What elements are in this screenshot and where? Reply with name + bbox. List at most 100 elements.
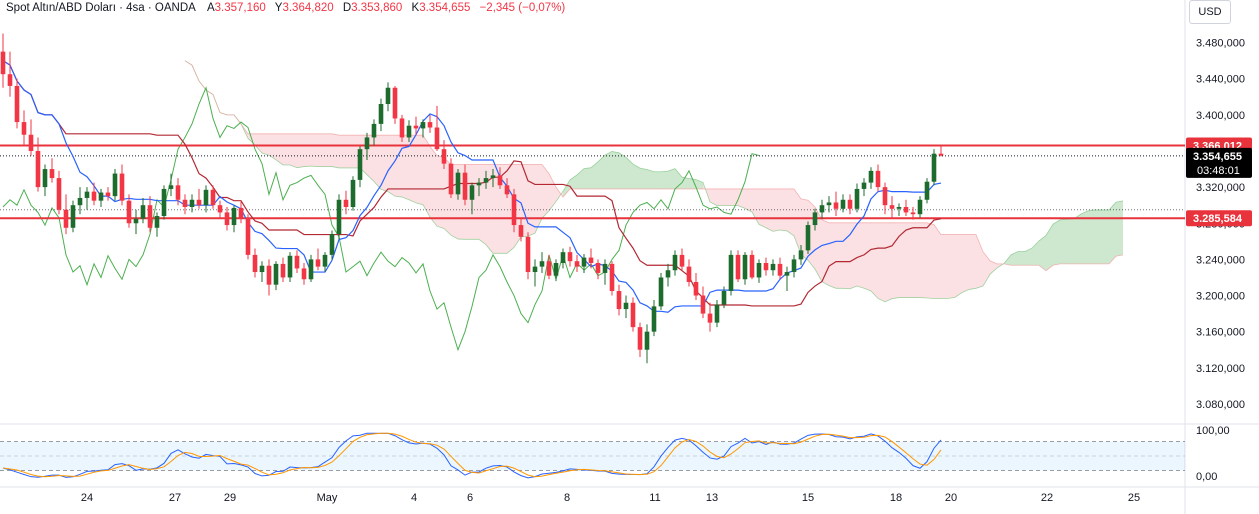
cloud-segment [955,234,962,298]
candle-body [840,199,846,209]
candle-body [532,266,538,273]
cloud-segment [605,151,612,189]
cloud-segment [297,133,304,168]
y-tick-label: 3.480,000 [1196,38,1245,50]
candle-body [343,199,349,207]
currency-selector[interactable]: USD [1189,0,1231,24]
candle-body [602,263,608,273]
candle-body [441,149,447,164]
candle-body [637,327,643,350]
cloud-segment [927,222,934,299]
cloud-segment [710,188,717,206]
cloud-segment [689,178,696,189]
cloud-segment [339,135,346,168]
cloud-segment [682,177,689,189]
cloud-segment [850,222,857,289]
candle-body [14,85,20,123]
candle-body [273,263,279,285]
candle-body [252,254,258,273]
y-tick-label: 3.120,000 [1196,363,1245,375]
cloud-segment [822,219,829,286]
cloud-segment [668,168,675,189]
candle-body [518,225,524,237]
cloud-segment [794,188,801,255]
candle-body [693,281,699,296]
candle-body [168,185,174,189]
candle-body [350,179,356,207]
change-value: −2,345 (−0,07%) [479,2,566,14]
candle-body [924,181,930,200]
candle-body [399,118,405,138]
x-tick-label: 6 [467,492,473,504]
y-tick-label: 3.320,000 [1196,182,1245,194]
cloud-segment [563,179,570,198]
cloud-segment [262,133,269,156]
candle-body [665,270,671,278]
cloud-segment [416,135,423,205]
candle-body [700,295,706,314]
candle-body [210,189,216,206]
cloud-segment [472,164,479,240]
candle-body [672,254,678,271]
cloud-segment [1025,248,1032,266]
cloud-segment [759,188,766,228]
candle-body [623,302,629,310]
candle-body [854,188,860,209]
x-tick-label: 22 [1041,492,1053,504]
cloud-segment [318,133,325,167]
candle-body [686,266,692,282]
candle-body [476,182,482,186]
candle-body [154,216,160,228]
x-tick-label: 18 [890,492,902,504]
candle-body [742,254,748,280]
candle-body [504,185,510,195]
candle-body [182,199,188,207]
candle-body [42,169,48,188]
candle-body [784,272,790,276]
x-tick-label: 11 [649,492,660,504]
candle-body [735,254,741,280]
cloud-segment [486,164,493,254]
candle-countdown-label: 03:48:01 [1197,165,1240,177]
cloud-segment [269,133,276,160]
candle-body [70,205,76,228]
candle-body [315,259,321,267]
symbol-label: Spot Altın/ABD Doları · 4sa · OANDA [6,2,196,14]
cloud-segment [787,188,794,236]
candle-body [714,304,720,323]
cloud-segment [423,135,430,218]
candle-body [140,205,146,219]
candle-body [595,263,601,273]
cloud-segment [969,234,976,290]
cloud-segment [332,133,339,168]
x-tick-label: 15 [802,492,814,504]
candle-body [847,199,853,209]
candle-body [833,202,839,209]
y-tick-label: 3.080,000 [1196,399,1245,411]
candle-body [413,125,419,129]
cloud-segment [640,168,647,189]
candle-body [7,74,13,86]
candle-body [28,134,34,151]
candle-body [217,205,223,213]
candle-body [756,263,762,278]
stochastic-tick-label: 0,00 [1196,471,1217,483]
candle-body [770,263,776,271]
candle-body [896,206,902,209]
current-price-tag [1186,147,1252,178]
cloud-segment [885,222,892,302]
candle-body [203,189,209,206]
candle-body [609,263,615,292]
open-label: A [206,2,215,14]
cloud-segment [395,135,402,198]
candle-body [560,252,566,264]
cloud-segment [871,222,878,299]
low-label: D [342,2,352,14]
candle-body [175,185,181,200]
x-tick-label: 27 [169,492,181,504]
x-tick-label: 29 [224,492,236,504]
candle-body [539,261,545,267]
cloud-segment [570,174,577,189]
cloud-segment [1067,218,1074,264]
